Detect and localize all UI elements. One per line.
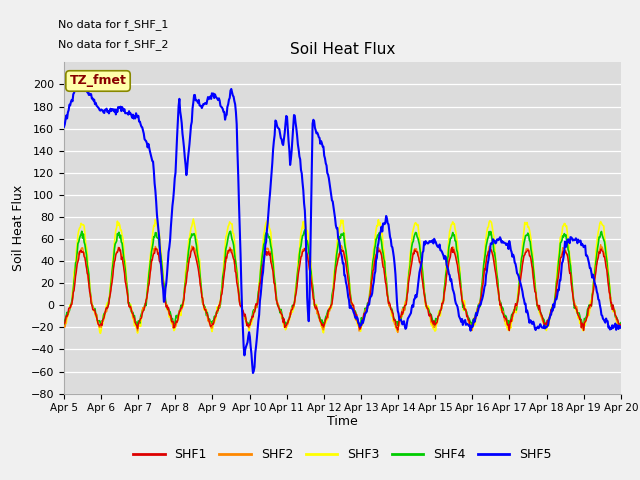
Y-axis label: Soil Heat Flux: Soil Heat Flux: [12, 185, 25, 271]
Legend: SHF1, SHF2, SHF3, SHF4, SHF5: SHF1, SHF2, SHF3, SHF4, SHF5: [128, 443, 557, 466]
Text: No data for f_SHF_1: No data for f_SHF_1: [58, 19, 169, 30]
Text: TZ_fmet: TZ_fmet: [70, 74, 127, 87]
X-axis label: Time: Time: [327, 415, 358, 428]
Title: Soil Heat Flux: Soil Heat Flux: [290, 42, 395, 57]
Text: No data for f_SHF_2: No data for f_SHF_2: [58, 39, 169, 50]
